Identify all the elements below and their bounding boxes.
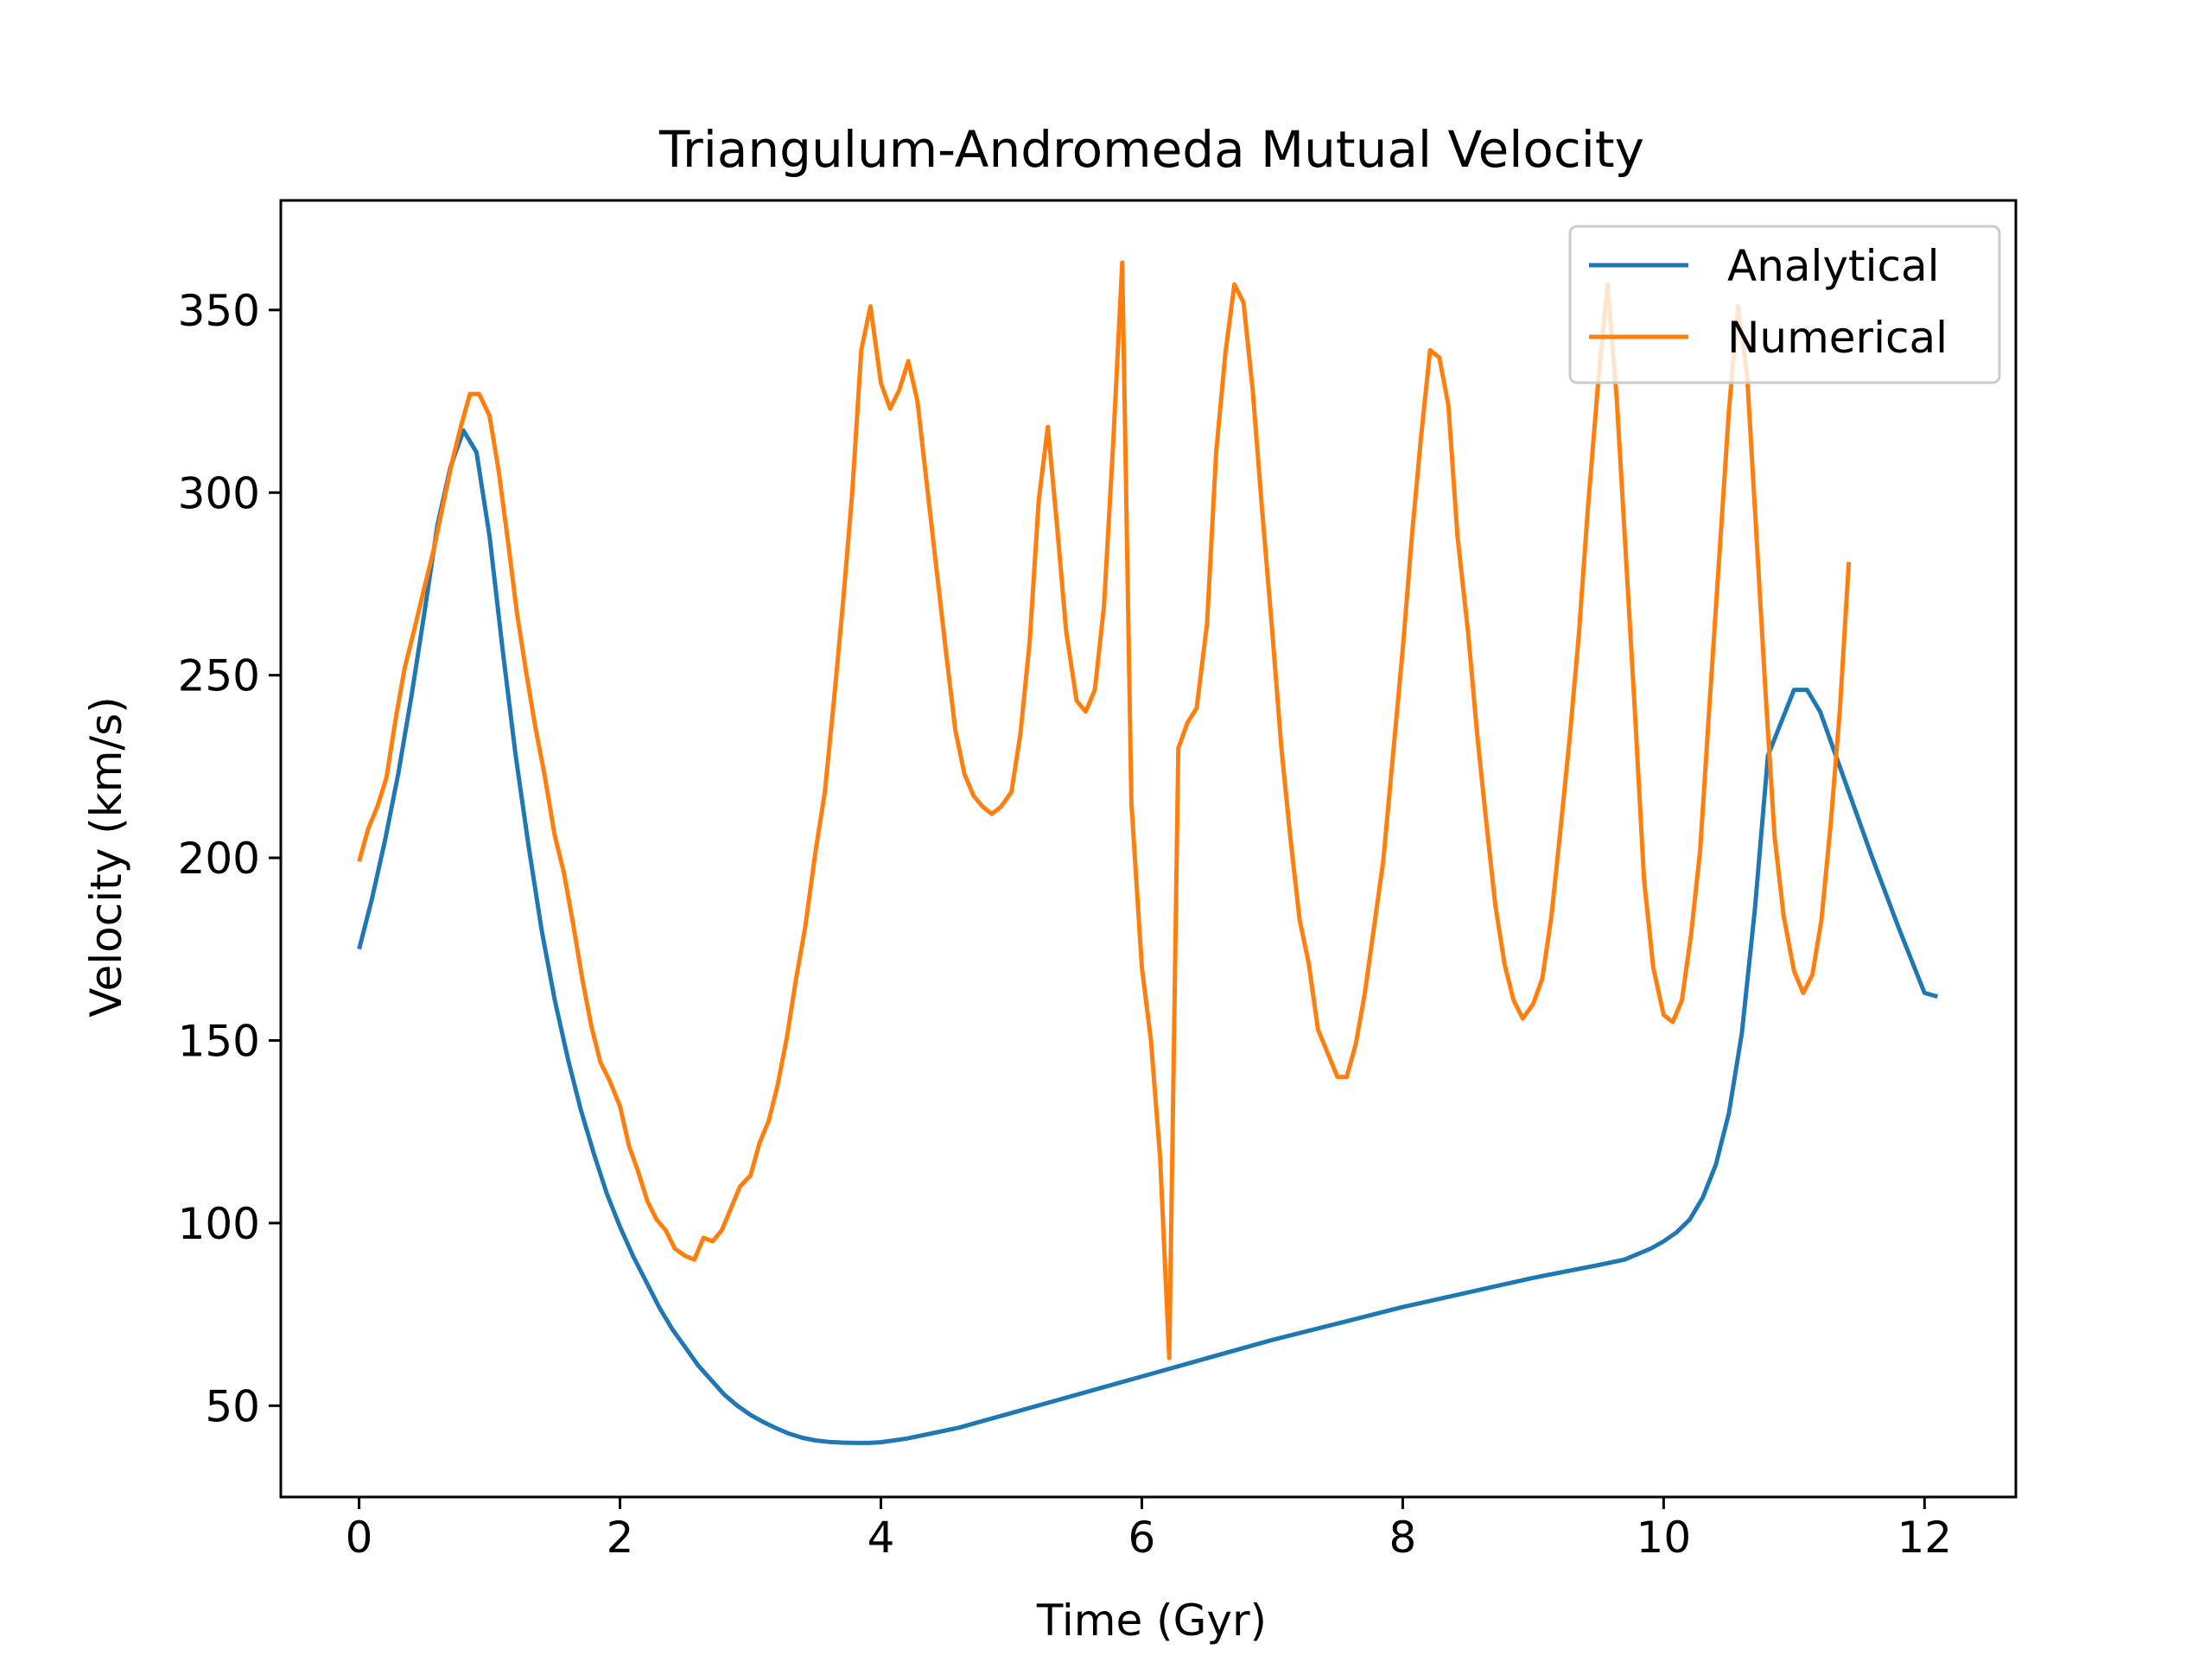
- x-tick-label: 10: [1637, 1513, 1692, 1563]
- x-tick-label: 4: [868, 1513, 895, 1563]
- x-tick-label: 12: [1897, 1513, 1953, 1563]
- y-tick-label: 100: [178, 1199, 260, 1249]
- x-tick-label: 8: [1389, 1513, 1416, 1563]
- x-tick-label: 2: [607, 1513, 634, 1563]
- y-tick-label: 250: [178, 651, 260, 701]
- legend-label-analytical: Analytical: [1727, 241, 1940, 291]
- y-tick-label: 350: [178, 286, 260, 336]
- series-line-analytical: [357, 428, 1939, 1445]
- x-axis-label: Time (Gyr): [1036, 1595, 1267, 1646]
- plot-area: 0 2 4 6 8 10 12 50 100 150 200 250 300 350 Analytical N…: [178, 199, 2018, 1563]
- axes-frame: [279, 199, 2018, 1499]
- y-tick-label: 50: [205, 1381, 260, 1431]
- chart-title: Triangulum-Andromeda Mutual Velocity: [658, 120, 1644, 179]
- x-tick-label: 0: [346, 1513, 373, 1563]
- legend-label-numerical: Numerical: [1727, 313, 1948, 363]
- y-axis-label: Velocity (km/s): [81, 696, 131, 1018]
- y-tick-label: 150: [178, 1016, 260, 1066]
- y-tick-label: 200: [178, 834, 260, 884]
- y-tick-label: 300: [178, 468, 260, 518]
- x-tick-label: 6: [1128, 1513, 1156, 1563]
